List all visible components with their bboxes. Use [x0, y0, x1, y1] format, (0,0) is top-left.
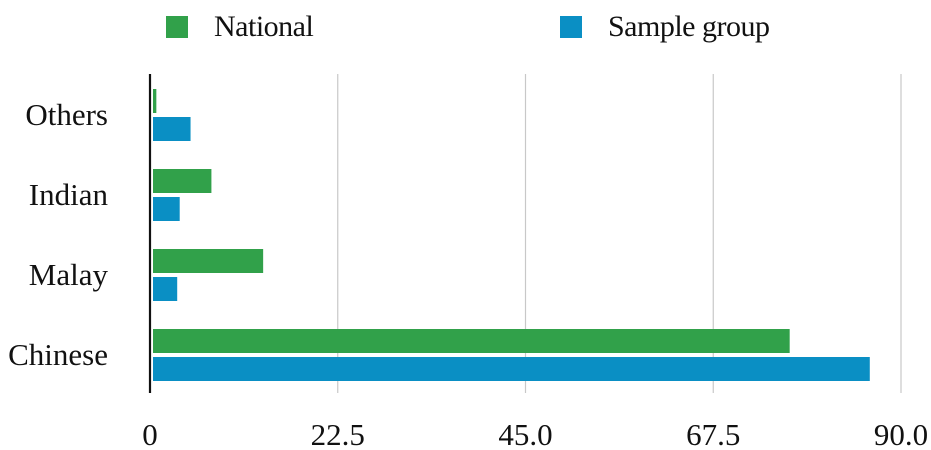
- bar-malay-sample-group: [153, 277, 178, 301]
- bar-others-national: [153, 89, 157, 113]
- bar-chinese-sample-group: [153, 357, 870, 381]
- legend-item-national: National: [166, 10, 314, 44]
- category-label: Malay: [29, 257, 109, 292]
- category-label: Chinese: [8, 337, 108, 372]
- bar-indian-sample-group: [153, 197, 180, 221]
- x-tick-label: 90.0: [874, 417, 928, 450]
- legend-label-sample-group: Sample group: [608, 10, 770, 43]
- bar-malay-national: [153, 249, 264, 273]
- bar-indian-national: [153, 169, 212, 193]
- legend-label-national: National: [214, 10, 314, 43]
- category-label: Others: [25, 97, 108, 132]
- legend-swatch-national: [166, 16, 188, 38]
- x-tick-label: 67.5: [686, 417, 740, 450]
- chart-legend: National Sample group: [0, 6, 931, 46]
- x-tick-label: 0: [142, 417, 158, 450]
- category-label: Indian: [29, 177, 109, 212]
- legend-swatch-sample-group: [560, 16, 582, 38]
- legend-item-sample-group: Sample group: [560, 10, 770, 44]
- x-tick-label: 22.5: [311, 417, 365, 450]
- bar-chinese-national: [153, 329, 790, 353]
- x-tick-label: 45.0: [498, 417, 552, 450]
- bar-others-sample-group: [153, 117, 191, 141]
